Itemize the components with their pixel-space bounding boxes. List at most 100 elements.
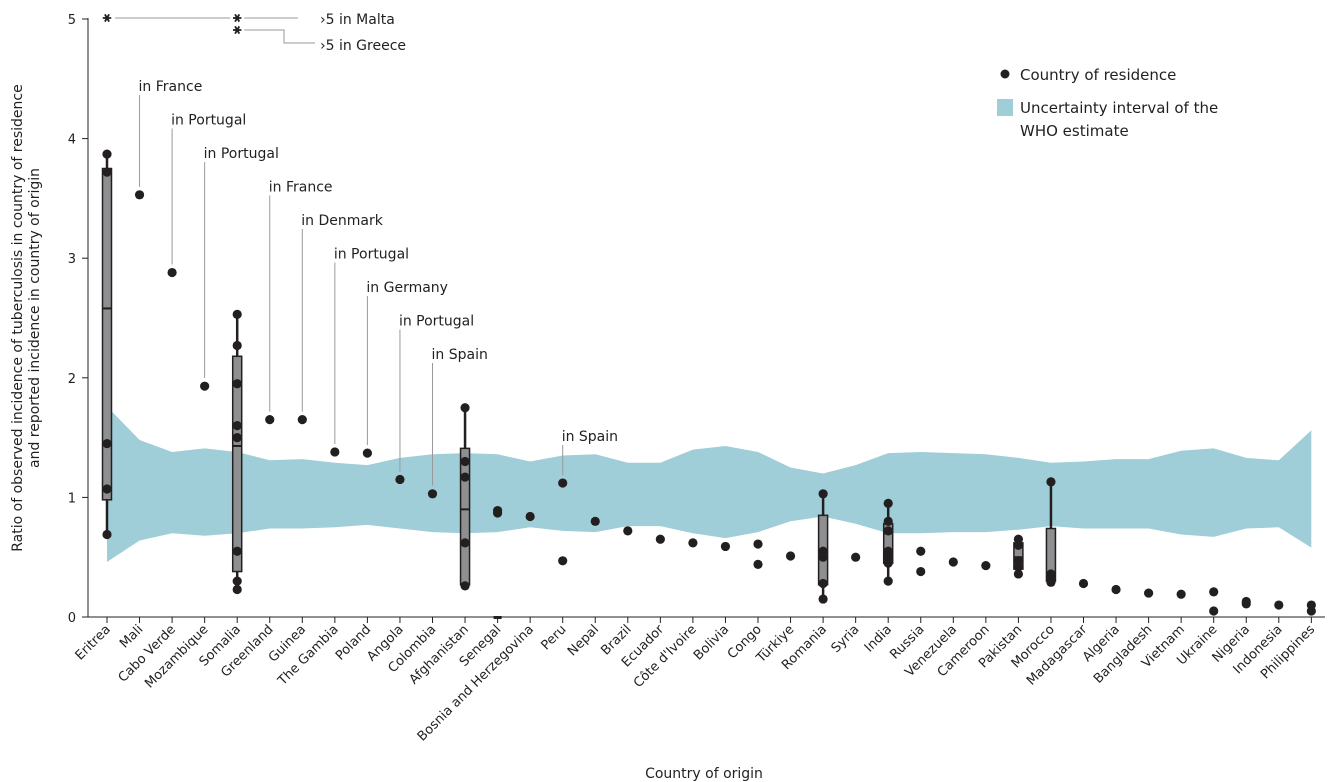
y-axis-title-line2: and reported incidence in country of ori… — [27, 168, 43, 468]
data-point — [818, 594, 828, 604]
data-point — [720, 541, 731, 552]
data-point — [558, 556, 568, 566]
y-tick-label: 4 — [68, 133, 76, 148]
data-point — [883, 576, 893, 586]
y-axis-title: Ratio of observed incidence of tuberculo… — [10, 84, 43, 551]
data-point — [232, 546, 242, 556]
uncertainty-band — [107, 406, 1312, 562]
data-point — [851, 552, 861, 562]
data-point — [232, 433, 242, 443]
data-point — [883, 546, 893, 556]
data-point — [395, 474, 405, 485]
annotation-label: in Denmark — [301, 213, 383, 229]
asterisk-stroke — [234, 13, 241, 23]
data-point — [297, 415, 307, 425]
data-point — [1209, 606, 1219, 616]
data-point — [1046, 569, 1056, 579]
data-point — [948, 557, 958, 567]
data-point — [1209, 587, 1219, 597]
data-point — [232, 340, 242, 351]
legend-band-marker — [997, 99, 1013, 116]
data-point — [102, 149, 112, 159]
data-point — [460, 472, 470, 482]
annotation-label: in France — [139, 79, 203, 95]
x-tick-label: Bolivia — [691, 622, 732, 663]
box-body — [231, 355, 243, 573]
data-point — [460, 403, 470, 413]
data-point — [916, 546, 926, 556]
data-point — [818, 578, 828, 589]
data-point — [1078, 578, 1089, 589]
data-point — [818, 489, 828, 499]
data-point — [200, 381, 210, 391]
offscale-asterisk — [233, 25, 242, 35]
offscale-markers: ›5 in Malta ›5 in Greece — [102, 12, 406, 54]
annotation-label: in Portugal — [171, 113, 246, 129]
legend-label-band-line2: WHO estimate — [1020, 122, 1129, 140]
annotations: in France in Portugal in Portugal in France… — [139, 79, 618, 486]
data-point — [362, 448, 372, 458]
annotation-label: in Germany — [366, 280, 448, 296]
data-point — [427, 489, 438, 499]
annotation-label: in France — [269, 180, 333, 196]
annotation-label: in Portugal — [204, 146, 279, 162]
y-tick-label: 3 — [68, 252, 76, 267]
box-body — [459, 447, 471, 586]
data-point — [883, 516, 893, 526]
data-point — [1013, 556, 1024, 566]
data-point — [883, 526, 893, 536]
offscale-label-greece: ›5 in Greece — [320, 38, 406, 54]
axes — [87, 18, 1325, 618]
data-point — [493, 505, 503, 516]
data-point — [167, 267, 177, 278]
data-point — [753, 539, 763, 549]
data-point — [232, 421, 242, 431]
y-tick-label: 2 — [68, 372, 76, 387]
offscale-connector — [244, 29, 315, 44]
data-point — [232, 379, 242, 389]
data-point — [102, 167, 112, 177]
legend-dot-marker — [1000, 69, 1010, 79]
annotation-label: in Portugal — [399, 314, 474, 330]
data-point — [916, 566, 926, 577]
data-point — [1046, 477, 1056, 487]
offscale-label-malta: ›5 in Malta — [320, 12, 395, 28]
x-tick-label: Syria — [829, 622, 863, 656]
x-tick-label: Mali — [117, 622, 146, 651]
offscale-asterisk — [233, 13, 242, 23]
legend-label-residence: Country of residence — [1020, 66, 1176, 84]
data-point — [102, 484, 112, 494]
boxplots — [101, 154, 1057, 619]
data-point — [1013, 534, 1024, 544]
data-point — [590, 516, 600, 526]
data-point — [525, 511, 535, 522]
data-point — [265, 415, 275, 425]
x-tick-label: Nepal — [565, 622, 602, 659]
box-body — [101, 167, 113, 501]
y-ticks: 0 1 2 3 4 5 — [68, 13, 88, 626]
data-point — [460, 456, 470, 467]
annotation-label: in Spain — [432, 347, 488, 363]
data-point — [785, 551, 796, 561]
annotation-label: in Spain — [562, 429, 618, 445]
data-point — [1176, 589, 1186, 599]
data-point — [102, 529, 112, 540]
uncertainty-band-layer — [107, 406, 1312, 562]
data-point — [1274, 600, 1284, 610]
y-tick-label: 5 — [68, 13, 76, 28]
data-point — [883, 498, 893, 508]
data-point — [232, 309, 242, 320]
x-axis-title: Country of origin — [645, 766, 763, 782]
data-point — [102, 438, 112, 449]
legend: Country of residence Uncertainty interva… — [997, 66, 1218, 140]
asterisk-stroke — [234, 25, 241, 35]
data-point — [1111, 584, 1121, 595]
asterisk-stroke — [104, 13, 110, 23]
y-tick-label: 1 — [68, 491, 76, 506]
data-point — [1241, 596, 1251, 607]
y-axis-title-line1: Ratio of observed incidence of tuberculo… — [10, 84, 26, 551]
data-point — [330, 447, 340, 457]
offscale-asterisk — [102, 13, 112, 23]
